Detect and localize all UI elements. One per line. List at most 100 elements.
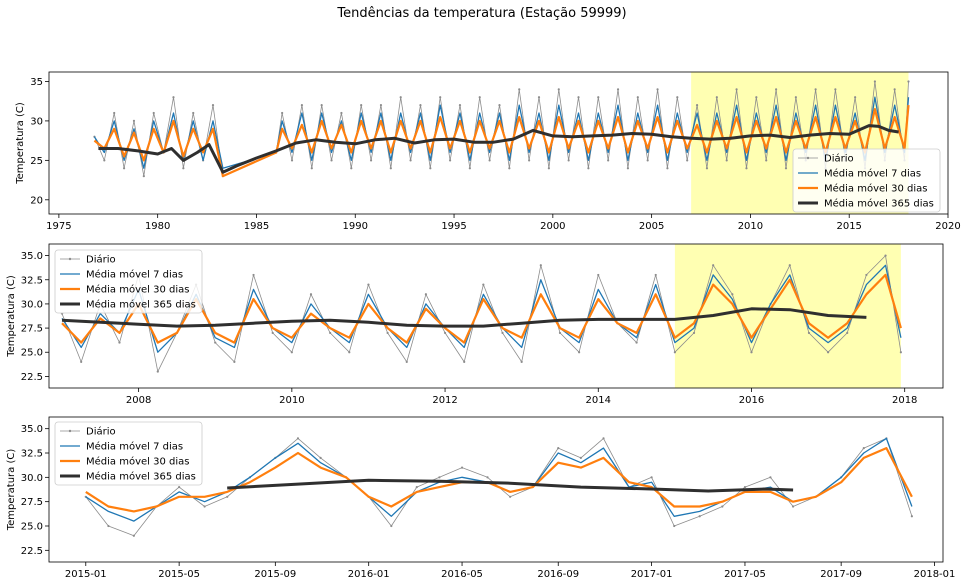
legend-box (792, 148, 941, 213)
data-point (468, 167, 471, 170)
data-point (646, 159, 649, 162)
data-point (755, 96, 758, 99)
data-point (907, 80, 910, 83)
data-point (712, 264, 715, 267)
data-point (826, 351, 830, 354)
legend: Diário Média móvel 7 dias Média móvel 30 d… (54, 249, 203, 314)
data-point (705, 167, 709, 170)
legend-swatch-marker (806, 156, 810, 160)
data-point (319, 456, 322, 459)
y-tick-label: 22.5 (21, 372, 43, 383)
data-point (367, 283, 370, 286)
legend-label: Média móvel 30 dias (86, 456, 189, 468)
x-tick-label: 2016-09 (537, 569, 579, 580)
data-point (686, 159, 689, 162)
data-point (233, 360, 236, 364)
legend-swatch-marker (68, 429, 72, 433)
y-tick-label: 30 (30, 116, 43, 127)
legend-label: Média móvel 7 dias (86, 269, 183, 281)
data-point (884, 254, 887, 257)
data-point (721, 505, 724, 508)
series-line-3 (61, 273, 902, 344)
x-tick-label: 2020 (935, 221, 960, 232)
data-point (745, 167, 748, 170)
data-point (415, 485, 418, 489)
data-point (557, 447, 560, 450)
data-point (132, 119, 136, 123)
data-point (539, 264, 542, 267)
data-point (369, 159, 373, 162)
data-point (899, 351, 902, 354)
data-point (405, 360, 408, 364)
data-point (192, 111, 195, 115)
data-point (460, 466, 464, 469)
data-point (775, 88, 778, 91)
chart-3: 2015-01 2015-05 2015-09 2016-01 2016-05 2016-… (6, 416, 955, 580)
data-point (498, 104, 501, 107)
x-tick-label: 2015-05 (158, 569, 200, 580)
data-point (309, 293, 313, 296)
x-tick-label: 2016 (739, 395, 764, 406)
data-point (399, 96, 402, 99)
series-line-4 (98, 124, 899, 174)
y-tick-label: 22.5 (21, 546, 43, 557)
data-point (893, 88, 896, 91)
data-point (520, 360, 523, 364)
axes-frame (48, 71, 949, 215)
legend-label: Média móvel 365 dias (86, 471, 196, 483)
y-axis-label: Temperatura (C) (15, 102, 26, 185)
data-point (389, 167, 392, 170)
legend-label: Diário (86, 426, 116, 438)
x-tick-label: 1990 (343, 221, 368, 232)
data-point (616, 88, 620, 91)
y-tick-label: 25.0 (21, 521, 43, 532)
data-point (107, 524, 110, 528)
data-point (214, 341, 217, 344)
data-point (182, 167, 185, 170)
x-tick-label: 1995 (441, 221, 466, 232)
y-axis-label: Temperatura (C) (6, 449, 17, 532)
data-point (750, 351, 753, 354)
data-point (424, 293, 428, 296)
plot-area (93, 80, 910, 178)
x-tick-label: 1980 (145, 221, 170, 232)
data-point (635, 341, 638, 344)
series-line-4 (61, 307, 867, 328)
data-point (587, 167, 590, 170)
data-point (296, 437, 300, 440)
y-tick-label: 20 (30, 195, 43, 206)
data-point (518, 88, 521, 91)
legend-label: Diário (86, 254, 116, 266)
data-point (419, 104, 422, 107)
y-tick-label: 35.0 (21, 251, 43, 262)
y-axis-label: Temperatura (C) (6, 275, 17, 358)
data-point (854, 96, 857, 99)
data-point (488, 159, 491, 162)
data-point (203, 505, 206, 508)
figure-title: Tendências da temperatura (Estação 59999… (336, 6, 626, 21)
data-point (791, 505, 795, 508)
data-point (501, 331, 504, 335)
data-point (300, 104, 304, 107)
legend: Diário Média móvel 7 dias Média móvel 30 d… (792, 148, 941, 213)
series-line-3 (85, 447, 913, 513)
data-point (794, 96, 797, 99)
data-point (330, 159, 333, 162)
data-point (715, 96, 718, 99)
data-point (636, 96, 639, 99)
data-point (329, 331, 332, 335)
data-point (528, 159, 531, 162)
y-tick-label: 32.5 (21, 275, 43, 286)
data-point (448, 159, 452, 162)
data-point (281, 111, 284, 115)
data-point (577, 96, 580, 99)
series-line-4 (227, 478, 794, 493)
data-point (743, 485, 747, 489)
data-point (386, 331, 389, 335)
data-point (695, 104, 699, 107)
x-tick-label: 2015-01 (65, 569, 107, 580)
y-tick-label: 25.0 (21, 348, 43, 359)
legend-swatch-marker (68, 257, 72, 261)
data-point (226, 495, 229, 498)
